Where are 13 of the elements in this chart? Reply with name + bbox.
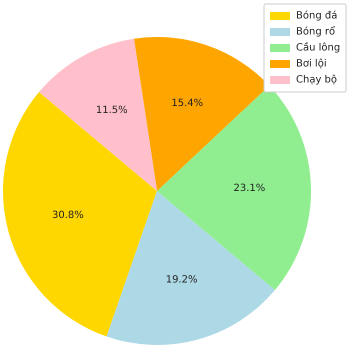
data-label: 19.2% [166,274,198,286]
legend-label: Chạy bộ [296,74,338,86]
data-label: 23.1% [233,182,266,194]
pie-slice [39,38,157,191]
pie-slice [3,92,157,337]
legend-label: Bóng đá [296,10,338,22]
data-label: 15.4% [171,98,204,110]
legend-label: Bóng rổ [296,26,336,38]
legend-label: Cầu lông [296,42,340,54]
data-label: 11.5% [96,104,128,116]
pie-slice [106,191,275,345]
legend-label: Bơi lội [296,58,327,70]
data-label: 30.8% [52,210,84,222]
